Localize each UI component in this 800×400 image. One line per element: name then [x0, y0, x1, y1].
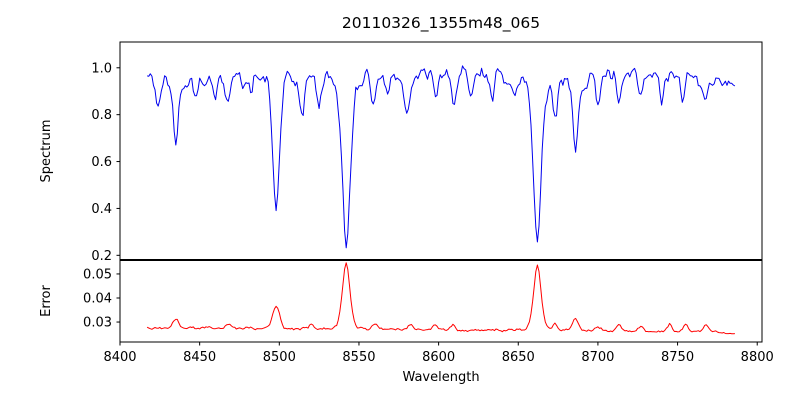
error-line-series: [146, 262, 735, 335]
x-tick-label: 8750: [661, 350, 694, 365]
spectrum-y-tick-label: 0.4: [91, 202, 112, 217]
x-tick-label: 8450: [183, 350, 216, 365]
error-y-tick-label: 0.04: [83, 291, 112, 306]
spectrum-y-tick-label: 0.6: [91, 155, 112, 170]
x-tick-label: 8550: [342, 350, 375, 365]
spectrum-y-axis-label: Spectrum: [39, 120, 54, 183]
spectrum-line-series: [146, 65, 736, 249]
x-tick-label: 8650: [502, 350, 535, 365]
chart-title: 20110326_1355m48_065: [342, 14, 540, 33]
x-tick-label: 8700: [581, 350, 614, 365]
x-axis-label: Wavelength: [402, 370, 479, 385]
x-tick-label: 8400: [103, 350, 136, 365]
error-y-tick-label: 0.05: [83, 267, 112, 282]
error-y-tick-label: 0.03: [83, 316, 112, 331]
x-tick-label: 8800: [741, 350, 774, 365]
x-tick-label: 8500: [263, 350, 296, 365]
spectrum-y-tick-label: 0.8: [91, 108, 112, 123]
x-tick-label: 8600: [422, 350, 455, 365]
spectrum-y-tick-label: 1.0: [91, 61, 112, 76]
spectrum-y-tick-label: 0.2: [91, 249, 112, 264]
error-y-axis-ticks: 0.05 0.04 0.03: [83, 267, 120, 331]
x-axis-ticks: 8400 8450 8500 8550 8600 8650 8700 8750 8800: [103, 342, 774, 365]
spectrum-y-axis-ticks: 1.0 0.8 0.6 0.4 0.2: [91, 61, 120, 264]
error-y-axis-label: Error: [39, 285, 54, 317]
spectrum-panel-frame: [119, 41, 763, 261]
